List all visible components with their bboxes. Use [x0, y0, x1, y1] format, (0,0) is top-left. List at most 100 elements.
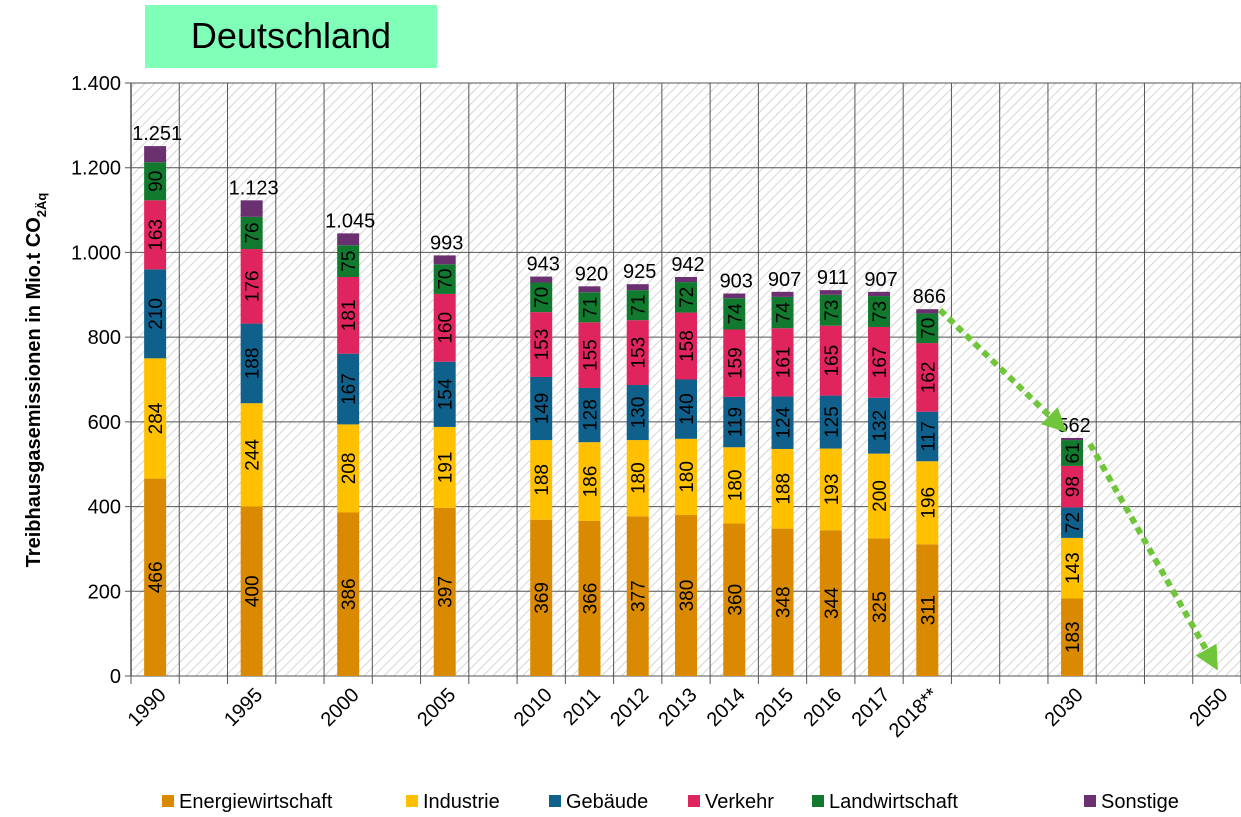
bar-segment	[626, 440, 649, 517]
bar-segment	[433, 361, 456, 427]
data-label: 61	[1063, 442, 1084, 463]
data-label: 162	[918, 362, 939, 394]
y-tick-label: 200	[88, 581, 121, 603]
bar-segment	[916, 411, 939, 462]
data-label: 193	[822, 474, 843, 506]
bar-segment	[916, 544, 939, 676]
data-label: 159	[725, 347, 746, 379]
bar-segment	[868, 291, 891, 297]
data-label: 128	[580, 399, 601, 431]
y-axis-label-main: Treibhausgasemissionen in Mio.t CO	[23, 217, 45, 567]
bar-segment	[1061, 437, 1084, 441]
bar-segment	[916, 343, 939, 412]
bar-segment	[723, 396, 746, 448]
data-label: 74	[725, 303, 746, 325]
data-label: 124	[774, 406, 795, 438]
total-label: 925	[623, 261, 656, 283]
data-label: 149	[532, 393, 553, 425]
y-tick-label: 0	[110, 666, 121, 688]
bar-segment	[771, 528, 794, 676]
bar-segment	[626, 320, 649, 386]
bar-segment	[723, 523, 746, 676]
total-label: 903	[720, 271, 753, 293]
bar-segment	[578, 442, 601, 521]
x-tick-label: 2050	[1185, 684, 1232, 731]
bar-segment	[868, 453, 891, 539]
data-label: 344	[822, 587, 843, 619]
data-label: 155	[580, 339, 601, 371]
bar-segment	[530, 376, 553, 441]
data-label: 188	[532, 464, 553, 496]
bar-segment	[240, 249, 263, 324]
total-label: 942	[671, 254, 704, 276]
bar-segment	[144, 200, 167, 270]
data-label: 73	[822, 300, 843, 321]
data-label: 70	[918, 318, 939, 339]
bar-segment	[868, 538, 891, 676]
bar-segment	[433, 255, 456, 265]
data-label: 183	[1063, 621, 1084, 653]
data-label: 153	[629, 337, 650, 369]
total-label: 1.251	[132, 123, 182, 145]
bar-segment	[819, 325, 842, 396]
legend-swatch	[1084, 795, 1096, 807]
bar-segment	[916, 461, 939, 545]
bar-segment	[771, 396, 794, 449]
y-tick-label: 400	[88, 497, 121, 519]
legend-label: Energiewirtschaft	[179, 791, 333, 813]
data-label: 244	[243, 439, 264, 471]
bar-segment	[144, 478, 167, 676]
bar-segment	[916, 309, 939, 314]
bar-segment	[144, 162, 167, 201]
bar-segment	[144, 269, 167, 359]
data-label: 98	[1063, 476, 1084, 497]
total-label: 907	[864, 269, 897, 291]
x-tick-label: 1990	[124, 684, 171, 731]
data-label: 71	[580, 297, 601, 318]
data-label: 163	[146, 219, 167, 251]
bar-segment	[1061, 465, 1084, 508]
bar-segment	[433, 426, 456, 508]
bar-segment	[819, 290, 842, 295]
data-label: 70	[532, 287, 553, 308]
trend-arrow	[1087, 442, 1218, 671]
y-tick-label: 800	[88, 327, 121, 349]
bar-segment	[916, 313, 939, 344]
bar-segment	[530, 440, 553, 520]
bar-segment	[819, 530, 842, 676]
total-label: 562	[1057, 415, 1090, 437]
data-label: 71	[629, 295, 650, 316]
bar-segment	[819, 395, 842, 449]
x-tick-label: 1995	[220, 684, 267, 731]
x-tick-label: 2030	[1041, 684, 1088, 731]
bar-segment	[433, 264, 456, 294]
bar-segment	[240, 200, 263, 217]
data-label: 70	[436, 269, 457, 290]
bar-segment	[433, 507, 456, 676]
data-label: 73	[870, 301, 891, 322]
bar-segment	[723, 298, 746, 330]
data-label: 161	[774, 346, 795, 378]
legend-swatch	[812, 795, 824, 807]
bar-segment	[819, 448, 842, 531]
bar-segment	[578, 520, 601, 676]
bar-segment	[868, 397, 891, 454]
data-label: 158	[677, 330, 698, 362]
data-label: 165	[822, 345, 843, 377]
bar-segment	[868, 296, 891, 327]
bar-segment	[723, 329, 746, 397]
bar-segment	[337, 353, 360, 425]
data-label: 210	[146, 298, 167, 330]
legend-swatch	[688, 795, 700, 807]
data-label: 154	[436, 378, 457, 410]
data-label: 167	[870, 346, 891, 378]
data-label: 325	[870, 591, 891, 623]
total-label: 911	[817, 267, 849, 289]
data-label: 125	[822, 406, 843, 438]
data-label: 143	[1063, 552, 1084, 584]
data-label: 397	[436, 576, 457, 608]
data-label: 180	[629, 462, 650, 494]
bar-segment	[819, 294, 842, 326]
x-tick-label: 2005	[413, 684, 460, 731]
bar-segment	[771, 291, 794, 297]
